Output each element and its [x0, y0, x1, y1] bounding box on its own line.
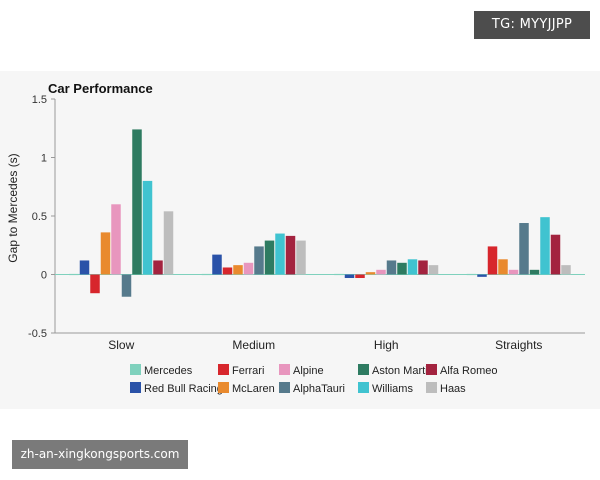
car-performance-chart: Car Performance Gap to Mercedes (s) -0.5… [6, 81, 585, 395]
bar-ferrari-medium [222, 267, 233, 275]
bar-aston-martin-medium [264, 240, 275, 275]
legend-label: Ferrari [232, 365, 264, 377]
bar-alpine-straights [508, 269, 519, 275]
bar-haas-high [428, 265, 439, 275]
bar-haas-medium [296, 240, 306, 275]
bar-alphatauri-straights [519, 223, 529, 275]
bar-mercedes-medium [201, 273, 212, 276]
y-axis-label: Gap to Mercedes (s) [6, 153, 20, 262]
bar-alfa-romeo-medium [285, 235, 296, 275]
legend-swatch [130, 364, 141, 375]
bar-alpine-high [376, 269, 386, 275]
legend-label: Williams [372, 383, 413, 395]
legend-swatch [426, 382, 437, 393]
legend-label: McLaren [232, 383, 275, 395]
y-tick-label: -0.5 [28, 328, 47, 340]
bar-red-bull-racing-medium [212, 254, 222, 275]
bars [69, 129, 571, 297]
bar-alphatauri-slow [121, 274, 132, 297]
bar-red-bull-racing-slow [79, 260, 90, 275]
bar-alphatauri-medium [254, 246, 264, 275]
bar-williams-slow [142, 180, 153, 275]
legend-swatch [218, 382, 229, 393]
bar-ferrari-high [355, 274, 365, 279]
bar-alphatauri-high [386, 260, 397, 275]
x-tick-label: High [374, 338, 399, 352]
bar-ferrari-slow [90, 274, 100, 294]
y-tick-label: 1 [41, 153, 47, 165]
bar-mclaren-slow [100, 232, 111, 275]
bar-mercedes-slow [69, 273, 79, 276]
telegram-badge: TG: MYYJJPP [474, 11, 590, 39]
bar-aston-martin-straights [529, 269, 540, 275]
bar-alfa-romeo-slow [153, 260, 163, 275]
legend-swatch [279, 364, 290, 375]
bar-ferrari-straights [487, 246, 498, 275]
legend-swatch [218, 364, 229, 375]
x-tick-label: Slow [108, 338, 134, 352]
bar-mercedes-straights [466, 273, 477, 276]
legend-swatch [130, 382, 141, 393]
y-tick-label: 0 [41, 270, 47, 282]
x-tick-label: Medium [232, 338, 275, 352]
chart-title: Car Performance [48, 81, 153, 96]
legend-label: Haas [440, 383, 466, 395]
bar-williams-medium [275, 233, 285, 275]
bar-mercedes-high [334, 273, 344, 276]
bar-aston-martin-slow [132, 129, 142, 275]
bar-mclaren-high [365, 272, 376, 275]
legend-label: Alpine [293, 365, 324, 377]
y-tick-label: 1.5 [32, 94, 47, 106]
bar-alpine-medium [243, 262, 254, 275]
legend-swatch [279, 382, 290, 393]
legend-label: AlphaTauri [293, 383, 345, 395]
bar-haas-straights [561, 265, 571, 275]
x-tick-label: Straights [495, 338, 542, 352]
bar-haas-slow [163, 211, 174, 275]
legend-label: Alfa Romeo [440, 365, 497, 377]
bar-alfa-romeo-straights [550, 234, 561, 275]
legend-swatch [358, 382, 369, 393]
legend-label: Aston Martin [372, 365, 434, 377]
bar-aston-martin-high [397, 262, 407, 275]
bar-mclaren-medium [233, 265, 243, 275]
bar-red-bull-racing-straights [477, 274, 487, 277]
legend-label: Red Bull Racing [144, 383, 223, 395]
bar-williams-straights [540, 217, 550, 275]
bar-mclaren-straights [498, 259, 508, 275]
website-watermark: zh-an-xingkongsports.com [12, 440, 188, 469]
legend-label: Mercedes [144, 365, 193, 377]
bar-alfa-romeo-high [418, 260, 428, 275]
bar-red-bull-racing-high [344, 274, 355, 279]
legend: Mercedes Ferrari Alpine Aston Martin Alfa Ro… [130, 364, 497, 395]
bar-williams-high [407, 259, 418, 275]
chart-panel: Car Performance Gap to Mercedes (s) -0.5… [0, 71, 600, 409]
legend-swatch [426, 364, 437, 375]
bar-alpine-slow [111, 204, 121, 275]
y-tick-label: 0.5 [32, 211, 47, 223]
legend-swatch [358, 364, 369, 375]
